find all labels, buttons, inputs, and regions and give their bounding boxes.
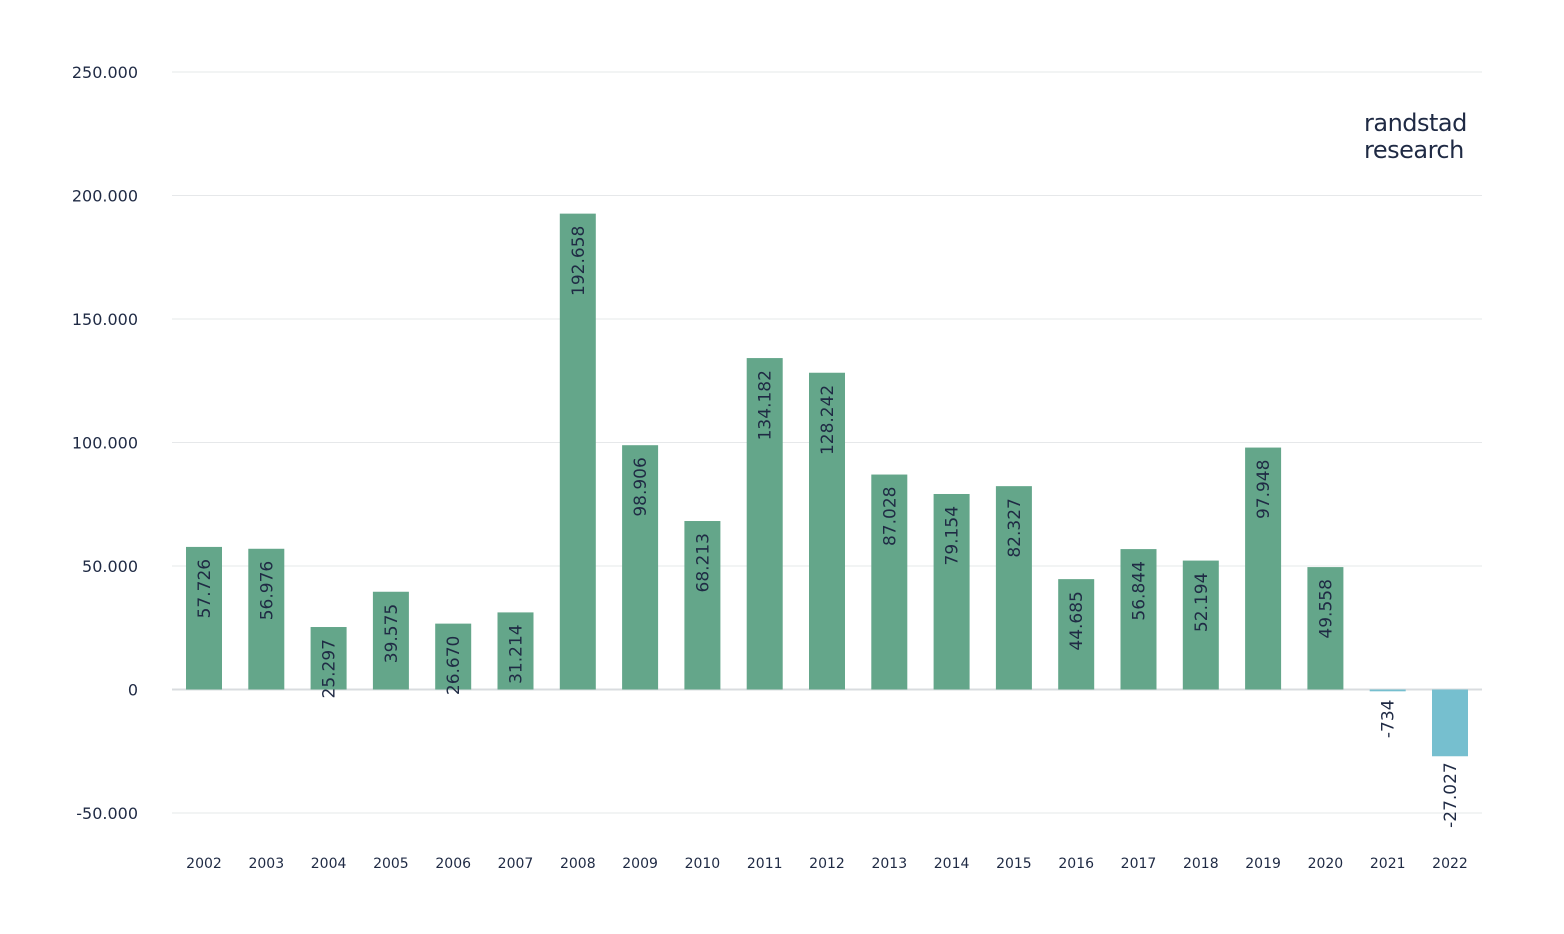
bar-2006 <box>435 623 472 690</box>
data-label-2009: 98.906 <box>631 457 651 516</box>
data-label-2010: 68.213 <box>693 533 713 592</box>
brand-line-2: research <box>1364 136 1464 164</box>
bar-2012 <box>809 372 845 690</box>
y-tick-label: 100.000 <box>72 434 138 453</box>
y-tick-label: 150.000 <box>72 310 138 329</box>
x-tick-label: 2002 <box>186 856 222 872</box>
x-tick-label: 2007 <box>498 856 534 872</box>
x-tick-label: 2021 <box>1370 856 1406 872</box>
x-tick-label: 2016 <box>1058 856 1094 872</box>
x-tick-label: 2003 <box>248 856 284 872</box>
bar-2015 <box>995 486 1032 690</box>
data-label-2002: 57.726 <box>195 559 215 618</box>
data-label-2016: 44.685 <box>1067 591 1087 650</box>
x-tick-label: 2012 <box>809 856 845 872</box>
bar-2004 <box>310 627 347 690</box>
bar-2017 <box>1120 549 1157 690</box>
x-tick-label: 2013 <box>871 856 907 872</box>
bar-2013 <box>871 474 908 690</box>
bar-2002 <box>186 546 222 690</box>
x-axis-ticks: 2002 2003 2004 2005 2006 2007 2008 2009 2010 2011… <box>186 856 1468 872</box>
brand-logo: randstad research <box>1364 110 1467 164</box>
data-label-2006: 26.670 <box>444 636 464 695</box>
x-tick-label: 2020 <box>1308 856 1344 872</box>
x-tick-label: 2015 <box>996 856 1032 872</box>
bar-2009 <box>622 445 659 690</box>
bar-2010 <box>684 521 721 690</box>
bar-2018 <box>1182 560 1219 690</box>
y-tick-label: 250.000 <box>72 63 138 82</box>
data-label-2021: -734 <box>1379 700 1399 739</box>
data-label-2015: 82.327 <box>1005 498 1025 557</box>
x-tick-label: 2018 <box>1183 856 1219 872</box>
data-label-2007: 31.214 <box>507 624 527 683</box>
x-tick-label: 2004 <box>311 856 347 872</box>
data-label-2004: 25.297 <box>320 639 340 698</box>
bar-2021 <box>1369 689 1406 692</box>
data-label-2005: 39.575 <box>382 604 402 663</box>
x-tick-label: 2022 <box>1432 856 1468 872</box>
data-label-2022: -27.027 <box>1441 762 1461 828</box>
bar-2020 <box>1307 567 1344 690</box>
data-label-2012: 128.242 <box>818 385 838 455</box>
y-tick-label: 0 <box>128 681 138 700</box>
bar-2019 <box>1245 447 1282 690</box>
x-tick-label: 2014 <box>934 856 970 872</box>
x-tick-label: 2008 <box>560 856 596 872</box>
x-tick-label: 2019 <box>1245 856 1281 872</box>
x-tick-label: 2010 <box>685 856 721 872</box>
x-tick-label: 2006 <box>435 856 471 872</box>
bars <box>186 213 1468 757</box>
bar-2014 <box>933 493 970 690</box>
x-tick-label: 2011 <box>747 856 783 872</box>
bar-2003 <box>248 548 285 690</box>
bar-2022 <box>1432 689 1468 757</box>
data-label-2011: 134.182 <box>756 370 776 440</box>
data-label-2008: 192.658 <box>569 226 589 296</box>
bar-2011 <box>746 358 783 690</box>
x-tick-label: 2005 <box>373 856 409 872</box>
y-tick-label: -50.000 <box>76 804 138 823</box>
data-label-2013: 87.028 <box>880 487 900 546</box>
bar-2005 <box>372 591 409 690</box>
data-labels: 57.726 56.976 25.297 39.575 26.670 31.214 192.… <box>195 226 1461 828</box>
bar-2007 <box>497 612 534 690</box>
x-tick-label: 2009 <box>622 856 658 872</box>
data-label-2003: 56.976 <box>257 561 277 620</box>
data-label-2018: 52.194 <box>1192 573 1212 632</box>
x-tick-label: 2017 <box>1121 856 1157 872</box>
y-axis-ticks: 250.000 200.000 150.000 100.000 50.000 0 -50.0… <box>72 63 138 823</box>
brand-line-1: randstad <box>1364 109 1467 137</box>
bar-2008 <box>559 213 596 690</box>
data-label-2020: 49.558 <box>1316 579 1336 638</box>
y-tick-label: 200.000 <box>72 187 138 206</box>
data-label-2017: 56.844 <box>1130 561 1150 620</box>
bar-2016 <box>1058 579 1095 690</box>
data-label-2019: 97.948 <box>1254 460 1274 519</box>
data-label-2014: 79.154 <box>943 506 963 565</box>
y-tick-label: 50.000 <box>82 557 138 576</box>
